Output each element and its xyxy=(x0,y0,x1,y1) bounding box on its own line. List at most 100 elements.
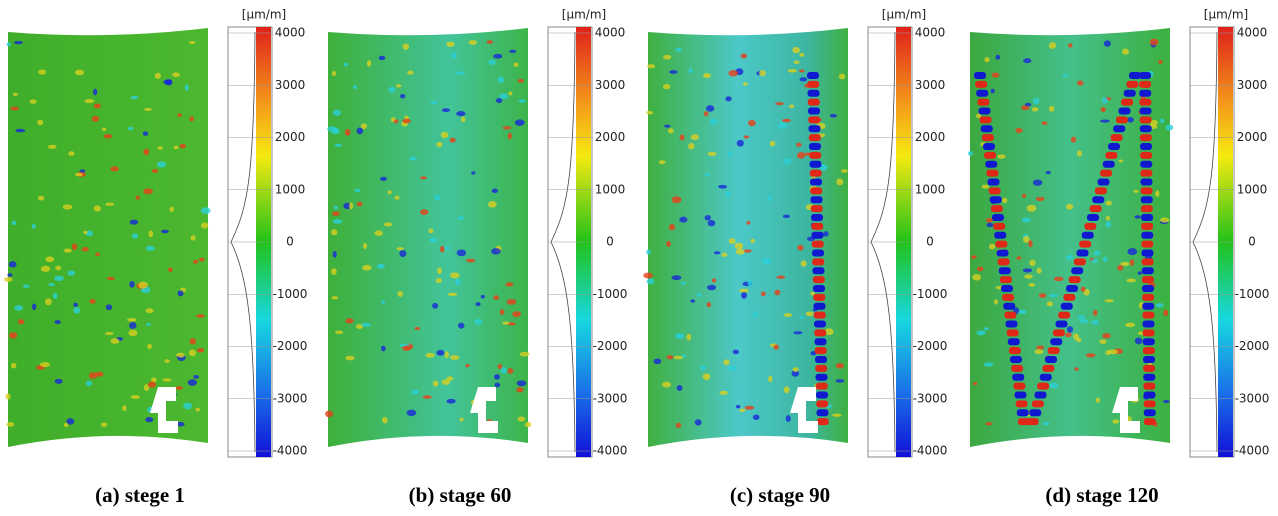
crack-spot xyxy=(1143,382,1156,390)
strain-spot xyxy=(177,352,185,358)
strain-spot xyxy=(1029,259,1036,267)
strain-spot xyxy=(345,318,354,324)
strain-spot xyxy=(524,421,532,428)
crack-spot xyxy=(811,214,823,221)
strain-spot xyxy=(507,132,512,140)
colorbar-tick-label: -4000 xyxy=(913,444,948,458)
strain-spot xyxy=(488,200,497,208)
strain-spot xyxy=(668,128,674,134)
strain-spot xyxy=(1100,106,1106,113)
strain-spot xyxy=(995,54,1001,60)
strain-spot xyxy=(331,229,338,236)
crack-spot xyxy=(816,418,829,426)
crack-spot xyxy=(813,302,826,310)
colorbar-unit: [µm/m] xyxy=(242,8,286,22)
crack-spot xyxy=(815,373,828,381)
strain-spot xyxy=(441,379,451,385)
crack-spot xyxy=(810,196,823,204)
strain-spot xyxy=(474,318,483,325)
strain-spot xyxy=(646,278,655,285)
strain-spot xyxy=(760,291,766,297)
strain-spot xyxy=(177,290,184,297)
strain-spot xyxy=(1048,105,1055,112)
crack-spot xyxy=(1006,329,1019,337)
strain-spot xyxy=(402,43,410,50)
strain-spot xyxy=(143,384,150,392)
strain-spot xyxy=(22,284,30,288)
strain-spot xyxy=(840,169,848,173)
strain-spot xyxy=(195,407,200,412)
crack-spot xyxy=(1115,116,1128,124)
void xyxy=(1112,387,1140,433)
strain-spot xyxy=(428,228,434,234)
void xyxy=(790,387,818,433)
strain-spot xyxy=(509,49,517,53)
strain-spot xyxy=(13,92,18,97)
strain-spot xyxy=(517,416,526,422)
strain-spot xyxy=(1112,419,1120,424)
strain-spot xyxy=(414,326,421,331)
crack-spot xyxy=(1142,285,1154,292)
strain-spot xyxy=(769,140,776,147)
crack-spot xyxy=(809,169,822,177)
strain-spot xyxy=(735,404,741,409)
crack-spot xyxy=(1047,347,1060,355)
colorbar-unit: [µm/m] xyxy=(1204,8,1248,22)
strain-spot xyxy=(396,247,404,251)
crack-spot xyxy=(1068,276,1081,284)
strain-spot xyxy=(154,72,162,79)
strain-spot xyxy=(675,47,682,52)
crack-spot xyxy=(998,267,1011,275)
strain-spot xyxy=(1021,105,1030,111)
crack-spot xyxy=(976,89,989,97)
crack-spot xyxy=(1141,231,1154,239)
strain-spot xyxy=(15,128,26,133)
colorbar-tick-label: -3000 xyxy=(1235,391,1270,405)
strain-spot xyxy=(778,122,788,129)
strain-spot xyxy=(446,41,455,47)
strain-spot xyxy=(54,275,64,282)
crack-spot xyxy=(1014,391,1027,399)
strain-spot xyxy=(706,302,712,308)
strain-spot xyxy=(799,52,805,57)
strain-spot xyxy=(711,278,717,283)
colorbar-tick-label: -2000 xyxy=(1235,339,1270,353)
strain-spot xyxy=(669,70,678,74)
colorbar-tick-label: 4000 xyxy=(275,26,306,40)
strain-spot xyxy=(198,257,205,262)
strain-spot xyxy=(332,219,343,224)
strain-spot xyxy=(1080,286,1086,292)
strain-spot xyxy=(1024,102,1032,107)
strain-spot xyxy=(646,249,651,255)
strain-spot xyxy=(1021,193,1027,198)
strain-spot xyxy=(518,99,527,103)
strain-spot xyxy=(1036,345,1045,350)
crack-spot xyxy=(1026,418,1039,426)
strain-field xyxy=(648,28,848,447)
strain-spot xyxy=(129,281,135,288)
colorbar-tick-label: 0 xyxy=(286,235,294,249)
strain-spot xyxy=(352,85,358,90)
strain-spot xyxy=(981,184,990,189)
strain-spot xyxy=(110,338,120,344)
strain-spot xyxy=(792,367,799,372)
strain-spot xyxy=(1117,265,1124,271)
strain-spot xyxy=(402,118,411,124)
strain-spot xyxy=(985,217,993,223)
strain-spot xyxy=(972,381,978,386)
strain-spot xyxy=(1150,119,1159,125)
strain-spot xyxy=(450,272,460,279)
strain-spot xyxy=(145,417,154,423)
strain-spot xyxy=(457,215,464,221)
strain-spot xyxy=(750,238,755,244)
strain-spot xyxy=(91,115,100,122)
strain-spot xyxy=(1163,309,1169,317)
strain-spot xyxy=(512,311,522,318)
crack-spot xyxy=(993,222,1006,230)
crack-spot xyxy=(1143,391,1156,399)
strain-spot xyxy=(13,41,24,45)
strain-spot xyxy=(129,322,137,329)
strain-spot xyxy=(1099,339,1107,345)
strain-spot xyxy=(200,207,211,215)
strain-spot xyxy=(516,387,524,393)
